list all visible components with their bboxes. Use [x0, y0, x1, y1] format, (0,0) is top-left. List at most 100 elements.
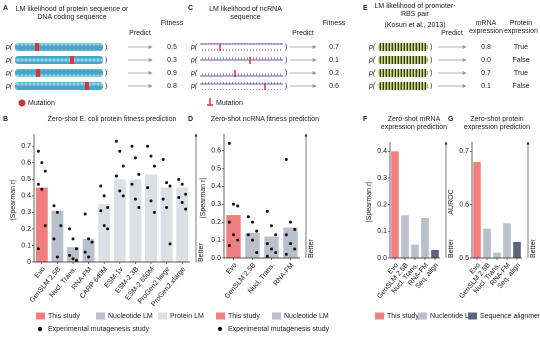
- data-point: [255, 251, 259, 255]
- legend-swatch: [272, 312, 281, 320]
- data-point: [161, 157, 165, 161]
- data-point: [43, 224, 47, 228]
- legend-marker: [217, 326, 223, 332]
- data-point: [284, 233, 288, 237]
- panel-label: C: [188, 5, 193, 12]
- data-point: [146, 186, 150, 190]
- better-label: Better: [198, 243, 205, 262]
- legend-swatch: [158, 312, 167, 320]
- y-tick-label: 0.0: [377, 255, 387, 262]
- y-tick-label: 0.2: [21, 226, 31, 233]
- panel-label: A: [3, 5, 8, 12]
- data-point: [133, 156, 137, 160]
- bar: [483, 228, 491, 258]
- data-point: [40, 161, 44, 165]
- data-point: [274, 233, 278, 237]
- row-value: 0.8: [481, 44, 491, 51]
- data-point: [121, 164, 125, 168]
- bar: [35, 187, 48, 262]
- row-value: True: [514, 44, 528, 51]
- prefix: p(: [368, 44, 376, 51]
- data-point: [289, 242, 292, 246]
- bar: [160, 187, 173, 262]
- chart-title: Zero-shot E. coli protein fitness predic…: [47, 116, 177, 123]
- data-point: [55, 210, 59, 214]
- y-tick-label: 0.1: [211, 237, 221, 244]
- sequence: [200, 43, 283, 51]
- bar: [113, 179, 126, 262]
- bar: [145, 174, 157, 262]
- bar: [129, 179, 142, 262]
- bar: [513, 242, 521, 258]
- bar: [391, 151, 399, 258]
- row-value: True: [514, 70, 528, 77]
- sequence: [200, 69, 283, 77]
- data-point: [168, 242, 172, 246]
- prefix: p(: [368, 57, 376, 64]
- row-value: 0.0: [481, 57, 491, 64]
- data-point: [83, 250, 87, 254]
- sequence: [378, 56, 428, 64]
- bar: [245, 232, 260, 258]
- data-point: [149, 199, 153, 203]
- legend-label: Experimental mutagenesis study: [228, 326, 330, 333]
- row-value: 0.5: [167, 44, 177, 51]
- suffix: ): [430, 44, 432, 51]
- data-point: [152, 164, 156, 168]
- data-point: [227, 220, 231, 224]
- row-value: False: [512, 83, 529, 90]
- legend-swatch: [96, 312, 105, 320]
- predict-label: Predict: [292, 30, 314, 37]
- schematic-source: (Kosuri et al., 2013): [384, 22, 446, 29]
- sequence: [15, 69, 103, 77]
- prefix: p(: [190, 83, 198, 90]
- data-point: [87, 237, 91, 241]
- bar: [226, 215, 241, 258]
- legend-swatch: [375, 312, 384, 320]
- data-point: [99, 209, 103, 213]
- better-label: Better: [308, 239, 315, 258]
- schematic-title: LM likelihood of ncRNA sequence: [209, 6, 282, 21]
- sequence: [15, 43, 103, 51]
- data-point: [137, 205, 141, 209]
- y-tick-label: 0.3: [21, 209, 31, 216]
- legend-label: Sequence alignment: [480, 313, 540, 320]
- data-point: [293, 247, 297, 251]
- sequence: [200, 82, 283, 90]
- suffix: ): [285, 44, 287, 51]
- prefix: p(: [190, 70, 198, 77]
- schematic-title: LM likelihood of promoter-RBS pair: [374, 3, 456, 18]
- prefix: p(: [5, 44, 13, 51]
- data-point: [106, 205, 110, 209]
- row-value: 0.1: [481, 83, 491, 90]
- y-tick-label: 0.1: [21, 242, 31, 249]
- column-header: Protein expression: [504, 20, 538, 35]
- data-point: [36, 182, 40, 186]
- y-tick-label: 0.4: [21, 193, 31, 200]
- y-tick-label: 0.3: [377, 175, 387, 182]
- prefix: p(: [368, 70, 376, 77]
- suffix: ): [430, 83, 432, 90]
- panel-label: B: [3, 116, 8, 123]
- mutation: [35, 43, 39, 51]
- row-value: False: [512, 57, 529, 64]
- y-axis-label: |Spearman r|: [366, 182, 373, 222]
- better-label: Better: [448, 239, 455, 258]
- sequence: [378, 69, 428, 77]
- data-point: [52, 237, 56, 241]
- panel-label: D: [188, 116, 193, 123]
- prefix: p(: [5, 70, 13, 77]
- y-tick-label: 0.6: [211, 147, 221, 154]
- legend-label: Nucleotide LM: [284, 313, 329, 320]
- x-tick-label: Evo: [225, 262, 238, 276]
- data-point: [236, 238, 240, 242]
- mutation: [70, 56, 74, 64]
- column-header: Fitness: [322, 20, 346, 27]
- legend-swatch: [36, 312, 45, 320]
- data-point: [180, 182, 184, 186]
- sequence: [378, 82, 428, 90]
- data-point: [59, 224, 63, 228]
- data-point: [68, 227, 72, 231]
- data-point: [137, 172, 141, 176]
